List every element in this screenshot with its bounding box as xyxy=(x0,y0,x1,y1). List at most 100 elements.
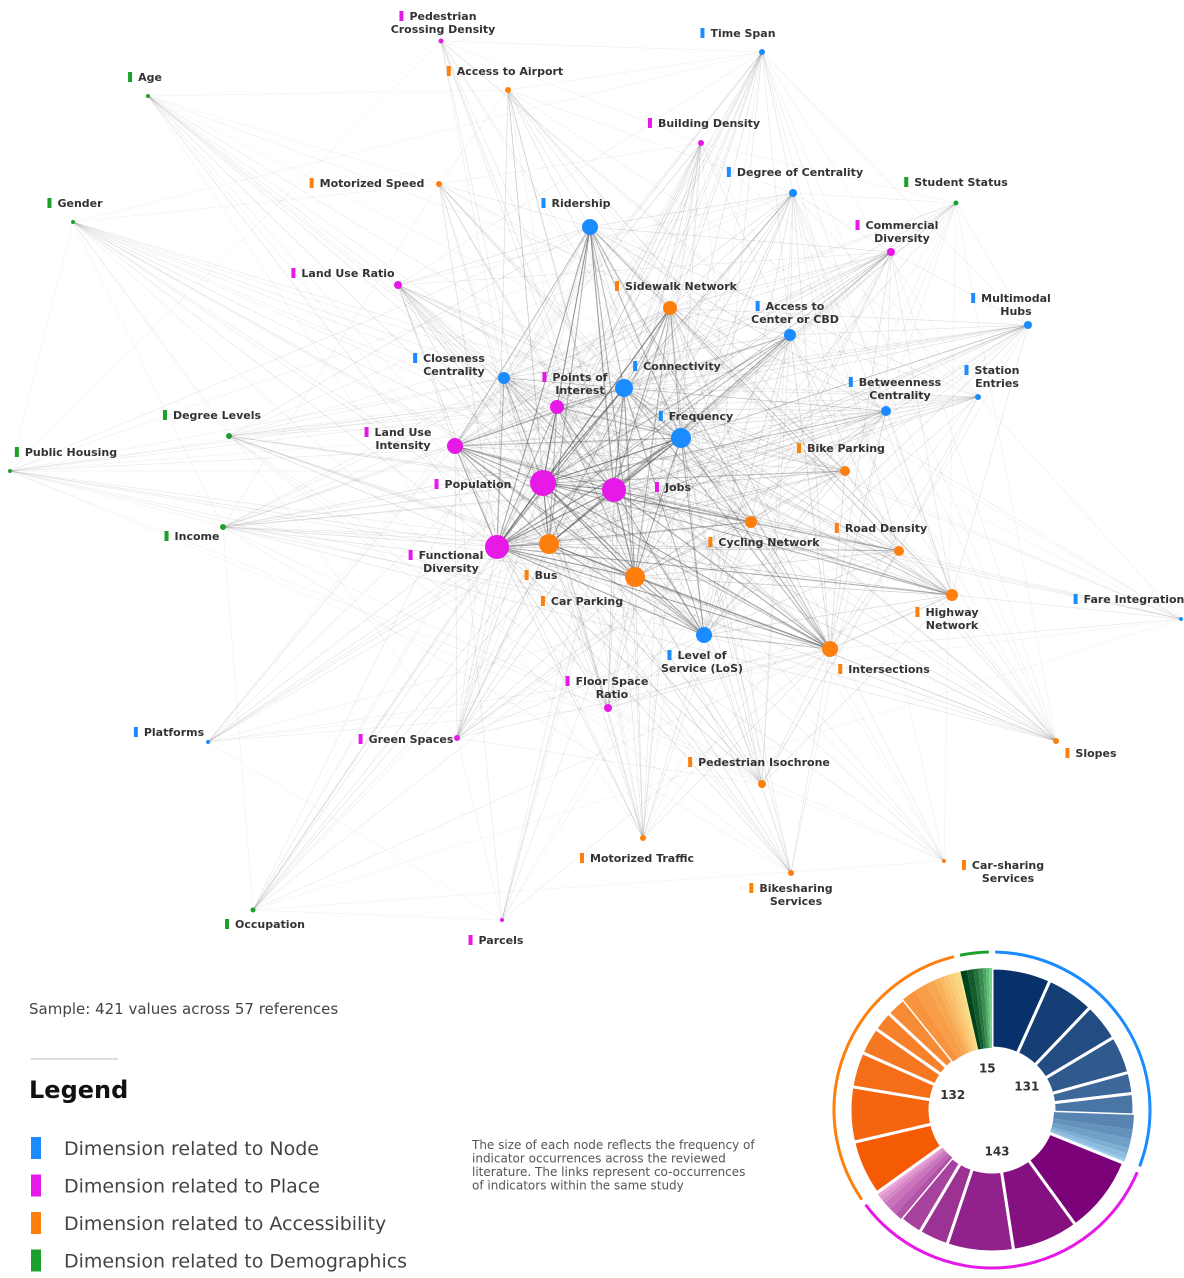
node-label: Parcels xyxy=(479,934,524,947)
link xyxy=(438,183,671,309)
link xyxy=(642,307,671,839)
node-label: Entries xyxy=(975,377,1019,390)
link xyxy=(844,202,957,472)
donut-segment xyxy=(978,968,989,1049)
node-label-marker xyxy=(541,198,546,208)
link xyxy=(9,387,625,472)
link xyxy=(613,396,979,491)
node-label: Time Span xyxy=(710,27,775,40)
node-label-marker xyxy=(855,220,860,230)
node xyxy=(975,394,981,400)
donut-segment xyxy=(879,1147,945,1201)
link xyxy=(556,387,625,408)
node-label-marker xyxy=(964,365,969,375)
node xyxy=(822,641,838,657)
node-label-marker xyxy=(434,479,439,489)
link xyxy=(790,648,831,874)
link xyxy=(454,226,591,447)
link xyxy=(542,482,792,874)
link xyxy=(703,521,752,636)
link xyxy=(438,89,509,185)
link xyxy=(501,251,892,921)
node xyxy=(698,140,704,146)
link xyxy=(623,387,636,578)
node-label: Center or CBD xyxy=(751,313,839,326)
link xyxy=(222,183,440,528)
link xyxy=(613,387,625,491)
link xyxy=(548,543,609,709)
link xyxy=(556,406,831,650)
link xyxy=(589,226,979,398)
link xyxy=(750,521,1057,742)
link xyxy=(556,406,636,578)
link xyxy=(496,377,505,548)
node-label-marker xyxy=(797,443,802,453)
node-label-marker xyxy=(540,596,545,606)
link xyxy=(548,521,752,545)
link xyxy=(454,445,498,548)
node-label: Sidewalk Network xyxy=(625,280,738,293)
link xyxy=(623,307,671,389)
link xyxy=(623,387,900,552)
link xyxy=(454,445,846,472)
node xyxy=(505,87,511,93)
link xyxy=(761,51,945,862)
node-label: Access to Airport xyxy=(457,65,563,78)
node-label-marker xyxy=(408,550,413,560)
link xyxy=(623,387,644,839)
node-label-marker xyxy=(291,268,296,278)
link xyxy=(750,334,791,523)
link xyxy=(72,221,846,472)
donut-segment xyxy=(939,976,971,1053)
link xyxy=(456,387,625,739)
link xyxy=(397,284,615,491)
node-label-marker xyxy=(128,72,133,82)
donut-segment xyxy=(926,980,967,1056)
node-label: Points of xyxy=(552,371,607,384)
link xyxy=(703,51,763,636)
link xyxy=(496,546,705,636)
link xyxy=(503,377,979,398)
link xyxy=(252,543,550,911)
donut-group-arc xyxy=(832,955,955,1201)
link xyxy=(669,202,957,309)
legend: Dimension related to Node Dimension relat… xyxy=(31,1137,407,1273)
node-label-marker xyxy=(700,28,705,38)
links xyxy=(9,40,1182,921)
node-label-marker xyxy=(446,66,451,76)
donut-group-arc xyxy=(959,950,989,957)
link xyxy=(496,202,957,548)
link xyxy=(397,284,831,650)
link xyxy=(634,576,953,596)
link xyxy=(680,142,702,439)
link xyxy=(669,307,705,636)
link xyxy=(829,251,892,650)
node-label-marker xyxy=(14,447,19,457)
node-label-marker xyxy=(647,118,652,128)
link xyxy=(548,543,763,785)
link xyxy=(623,387,752,523)
link xyxy=(642,202,957,839)
link xyxy=(548,543,792,874)
link xyxy=(207,618,1182,743)
link xyxy=(613,202,957,491)
link xyxy=(454,410,887,447)
link xyxy=(454,445,550,545)
link xyxy=(503,377,705,636)
node xyxy=(436,181,442,187)
node-label-marker xyxy=(164,531,169,541)
node-label: Diversity xyxy=(423,562,479,575)
link xyxy=(792,192,957,204)
link xyxy=(556,396,979,408)
link xyxy=(222,489,615,528)
link xyxy=(703,634,763,785)
node-label: Functional xyxy=(419,549,484,562)
link xyxy=(623,251,892,389)
link xyxy=(503,377,846,472)
node xyxy=(485,535,509,559)
link xyxy=(789,324,1029,336)
link xyxy=(9,470,945,862)
node-label-marker xyxy=(654,482,659,492)
link xyxy=(438,183,625,389)
link xyxy=(72,221,609,709)
